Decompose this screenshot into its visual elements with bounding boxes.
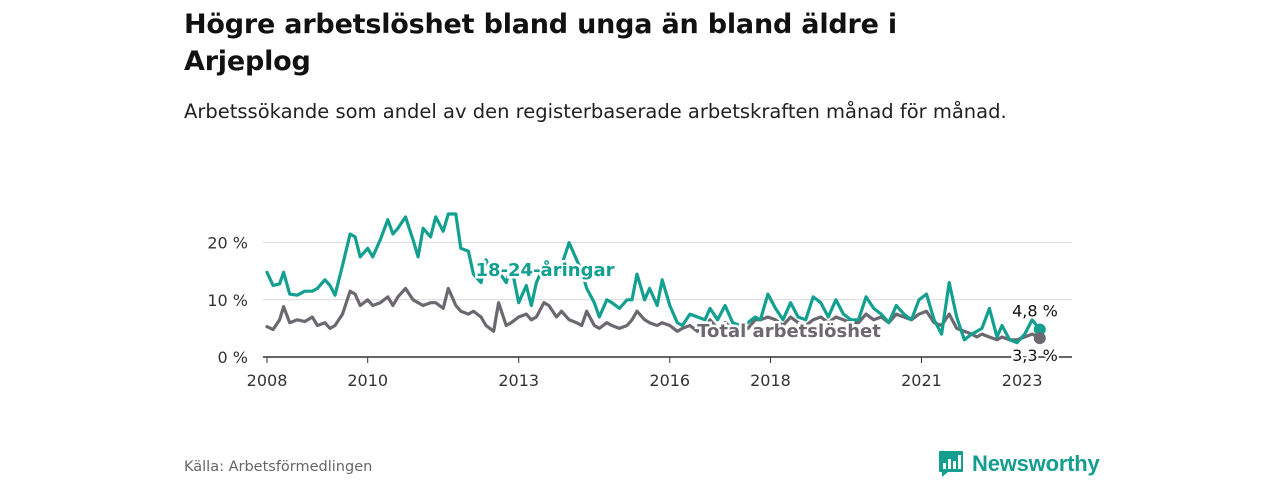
source-note: Källa: Arbetsförmedlingen [184,459,373,475]
series-line-total [265,286,1042,342]
chart-subtitle: Arbetssökande som andel av den registerb… [184,100,1007,123]
y-tick-label: 10 % [207,291,248,310]
end-value-label-total: 3,3 % [1012,346,1058,365]
x-tick-label: 2013 [498,371,539,390]
line-chart: 0 % 10 % 20 % 2008 2010 2013 2016 2018 2021 2023 4… [207,212,1072,390]
x-tick-label: 2016 [649,371,690,390]
y-tick-label: 0 % [218,348,248,367]
series-line-youth [265,212,1042,345]
end-point-youth [1033,323,1046,336]
y-tick-label: 20 % [207,234,248,253]
x-tick-label: 2021 [901,371,942,390]
end-point-total [1033,332,1046,345]
x-tick-label: 2018 [750,371,791,390]
series-label-total: Total arbetslöshet [697,321,881,342]
x-tick-label: 2023 [1002,371,1043,390]
brand-name: Newsworthy [972,451,1100,476]
x-tick-label: 2008 [247,371,288,390]
newsworthy-logo-icon [939,451,963,477]
chart-title: Högre arbetslöshet bland unga än bland ä… [184,9,897,77]
series-label-youth: 18-24-åringar [476,259,615,281]
brand-logo: Newsworthy [938,450,1100,478]
x-tick-label: 2010 [347,371,388,390]
end-value-label-youth: 4,8 % [1012,302,1058,321]
